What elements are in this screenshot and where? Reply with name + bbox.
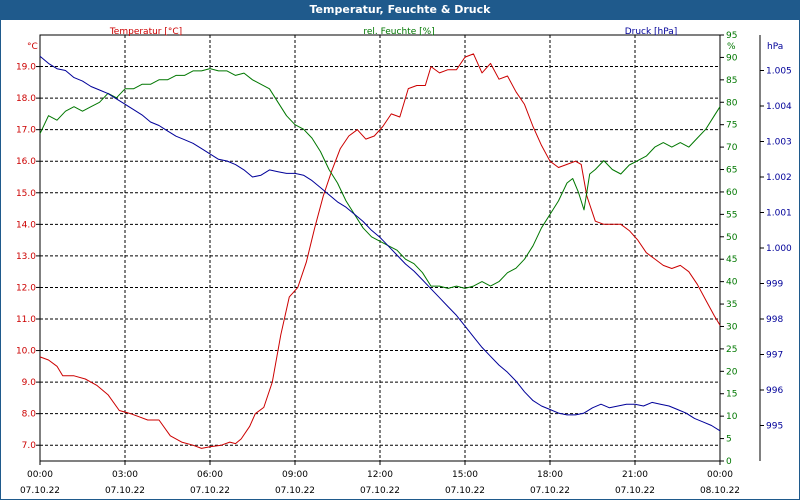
hum-tick-label: 0 xyxy=(726,457,732,467)
temp-tick-label: 15.0 xyxy=(16,189,36,199)
press-tick-label: 1.004 xyxy=(766,102,792,112)
chart-title: Temperatur, Feuchte & Druck xyxy=(1,1,799,20)
temp-tick-label: 14.0 xyxy=(16,220,36,230)
press-tick-label: 1.003 xyxy=(766,138,792,148)
x-tick-date: 07.10.22 xyxy=(275,486,315,496)
hum-tick-label: 20 xyxy=(726,367,738,377)
x-tick-date: 07.10.22 xyxy=(20,486,60,496)
hum-unit-label: % xyxy=(727,42,736,52)
x-tick-date: 07.10.22 xyxy=(530,486,570,496)
hum-tick-label: 60 xyxy=(726,188,738,198)
temp-tick-label: 19.0 xyxy=(16,63,36,73)
temp-tick-label: 11.0 xyxy=(16,315,36,325)
grid-lines xyxy=(40,35,720,461)
hum-tick-label: 40 xyxy=(726,278,738,288)
x-tick-time: 18:00 xyxy=(537,470,563,480)
hum-tick-label: 35 xyxy=(726,300,737,310)
axes: Temperatur [°C] rel. Feuchte [%] Druck [… xyxy=(16,27,792,496)
hum-tick-label: 5 xyxy=(726,435,732,445)
pressure-line xyxy=(39,55,721,432)
hum-tick-label: 90 xyxy=(726,53,738,63)
press-tick-label: 996 xyxy=(766,386,783,396)
press-tick-label: 997 xyxy=(766,351,783,361)
hum-axis-label: rel. Feuchte [%] xyxy=(363,27,434,37)
hum-tick-label: 50 xyxy=(726,233,738,243)
press-tick-label: 1.001 xyxy=(766,209,792,219)
hum-tick-label: 45 xyxy=(726,255,737,265)
hum-tick-label: 75 xyxy=(726,121,737,131)
x-tick-date: 07.10.22 xyxy=(360,486,400,496)
temp-tick-label: 9.0 xyxy=(22,378,37,388)
x-tick-time: 03:00 xyxy=(112,470,138,480)
x-tick-date: 07.10.22 xyxy=(615,486,655,496)
data-series xyxy=(39,53,721,449)
hum-tick-label: 30 xyxy=(726,322,738,332)
press-tick-label: 995 xyxy=(766,422,783,432)
temp-tick-label: 16.0 xyxy=(16,157,36,167)
temp-tick-label: 8.0 xyxy=(22,410,37,420)
press-unit-label: hPa xyxy=(767,42,783,52)
hum-tick-label: 10 xyxy=(726,412,738,422)
hum-tick-label: 55 xyxy=(726,210,737,220)
hum-tick-label: 80 xyxy=(726,98,738,108)
temperature-line xyxy=(39,53,721,449)
temp-unit-label: °C xyxy=(27,42,38,52)
hum-tick-label: 85 xyxy=(726,76,737,86)
temp-tick-label: 18.0 xyxy=(16,94,36,104)
x-tick-time: 06:00 xyxy=(197,470,223,480)
press-tick-label: 1.005 xyxy=(766,67,792,77)
x-tick-date: 08.10.22 xyxy=(700,486,740,496)
temp-tick-label: 7.0 xyxy=(22,441,37,451)
x-tick-date: 07.10.22 xyxy=(445,486,485,496)
temp-tick-label: 13.0 xyxy=(16,252,36,262)
temp-tick-label: 10.0 xyxy=(16,347,36,357)
press-tick-label: 1.002 xyxy=(766,173,792,183)
temp-tick-label: 17.0 xyxy=(16,126,36,136)
x-tick-date: 07.10.22 xyxy=(105,486,145,496)
x-tick-time: 00:00 xyxy=(707,470,733,480)
press-tick-label: 998 xyxy=(766,315,783,325)
hum-tick-label: 70 xyxy=(726,143,738,153)
x-tick-time: 00:00 xyxy=(27,470,53,480)
hum-tick-label: 15 xyxy=(726,390,737,400)
x-tick-time: 09:00 xyxy=(282,470,308,480)
hum-tick-label: 25 xyxy=(726,345,737,355)
hum-tick-label: 65 xyxy=(726,166,737,176)
press-tick-label: 999 xyxy=(766,280,783,290)
temp-tick-label: 12.0 xyxy=(16,283,36,293)
press-axis-label: Druck [hPa] xyxy=(625,27,678,37)
x-tick-time: 12:00 xyxy=(367,470,393,480)
x-tick-date: 07.10.22 xyxy=(190,486,230,496)
hum-tick-label: 95 xyxy=(726,31,737,41)
x-tick-time: 21:00 xyxy=(622,470,648,480)
temp-axis-label: Temperatur [°C] xyxy=(109,27,182,37)
x-tick-time: 15:00 xyxy=(452,470,478,480)
press-tick-label: 1.000 xyxy=(766,244,792,254)
